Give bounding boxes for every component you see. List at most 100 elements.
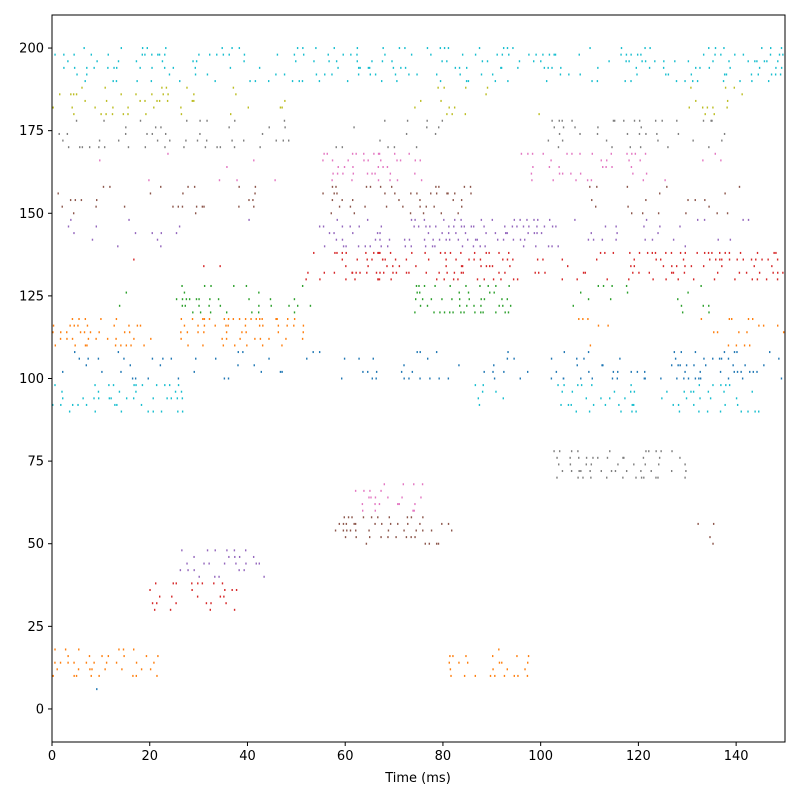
spike-mark — [259, 146, 261, 149]
spike-mark — [388, 238, 391, 241]
spike-mark — [306, 357, 308, 360]
spike-mark — [719, 251, 721, 254]
spike-mark — [161, 60, 164, 63]
spike-mark — [275, 73, 277, 76]
x-tick-label: 140 — [724, 749, 749, 764]
spike-mark — [641, 60, 643, 63]
spike-mark — [208, 562, 210, 565]
spike-mark — [450, 529, 453, 532]
spike-mark — [537, 218, 539, 221]
spike-mark — [441, 522, 443, 525]
spike-mark — [150, 80, 153, 83]
spike-mark — [512, 258, 514, 261]
spike-mark — [125, 344, 128, 347]
spike-mark — [58, 132, 60, 135]
spike-mark — [777, 271, 779, 274]
spike-mark — [78, 357, 80, 360]
spike-mark — [654, 60, 656, 63]
spike-mark — [447, 192, 449, 195]
spike-mark — [379, 139, 381, 142]
spike-mark — [77, 403, 79, 406]
spike-mark — [353, 522, 355, 525]
spike-mark — [115, 661, 118, 664]
spike-mark — [498, 304, 500, 307]
spike-mark — [480, 265, 482, 268]
spike-mark — [315, 73, 318, 76]
spike-mark — [382, 166, 384, 169]
spike-mark — [722, 80, 725, 83]
spike-mark — [112, 80, 114, 83]
spike-mark — [723, 132, 726, 135]
spike-mark — [135, 661, 138, 664]
spike-mark — [357, 66, 360, 69]
spike-mark — [149, 588, 151, 591]
spike-mark — [61, 205, 63, 208]
spike-mark — [742, 258, 744, 261]
spike-mark — [692, 139, 694, 142]
spike-mark — [679, 456, 681, 459]
spike-mark — [635, 66, 637, 69]
spike-mark — [191, 99, 193, 102]
spike-mark — [592, 403, 595, 406]
spike-mark — [501, 298, 503, 301]
spike-mark — [449, 284, 451, 287]
spike-mark — [435, 351, 438, 354]
spike-mark — [235, 562, 237, 565]
spike-mark — [331, 179, 333, 182]
spike-mark — [293, 324, 295, 327]
spike-mark — [88, 146, 91, 149]
spike-mark — [473, 251, 476, 254]
spike-mark — [365, 542, 368, 545]
spike-mark — [328, 232, 331, 235]
spike-mark — [78, 648, 80, 651]
spike-mark — [75, 674, 78, 677]
spike-mark — [719, 370, 722, 373]
spike-mark — [504, 271, 506, 274]
spike-mark — [384, 192, 386, 195]
spike-mark — [347, 159, 349, 162]
spike-mark — [376, 232, 379, 235]
spike-mark — [554, 53, 557, 56]
x-tick-label: 0 — [48, 749, 56, 764]
spike-mark — [670, 470, 673, 473]
spike-mark — [492, 278, 495, 281]
spike-mark — [483, 298, 486, 301]
spike-mark — [507, 80, 509, 83]
spike-mark — [415, 284, 418, 287]
spike-mark — [437, 86, 439, 89]
spike-mark — [703, 251, 706, 254]
spike-mark — [704, 199, 706, 202]
spike-mark — [450, 674, 452, 677]
spike-mark — [180, 318, 183, 321]
spike-mark — [89, 331, 92, 334]
spike-mark — [179, 569, 182, 572]
spike-mark — [281, 370, 283, 373]
spike-mark — [381, 522, 383, 525]
spike-mark — [155, 384, 158, 387]
spike-mark — [440, 212, 443, 215]
spike-mark — [336, 218, 338, 221]
spike-mark — [750, 73, 753, 76]
spike-mark — [214, 324, 216, 327]
spike-mark — [351, 199, 354, 202]
spike-mark — [522, 225, 525, 228]
spike-mark — [635, 476, 637, 479]
spike-mark — [86, 73, 88, 76]
spike-mark — [270, 304, 272, 307]
y-tick-label: 150 — [19, 207, 44, 222]
spike-mark — [362, 516, 365, 519]
spike-mark — [454, 66, 457, 69]
spike-mark — [181, 549, 183, 552]
spike-mark — [419, 522, 421, 525]
spike-mark — [170, 397, 172, 400]
spike-mark — [507, 311, 510, 314]
spike-mark — [708, 205, 710, 208]
spike-mark — [394, 258, 397, 261]
spike-mark — [544, 271, 546, 274]
spike-mark — [359, 66, 361, 69]
spike-mark — [422, 516, 424, 519]
spike-mark — [363, 159, 365, 162]
spike-mark — [589, 344, 592, 347]
spike-mark — [611, 284, 613, 287]
